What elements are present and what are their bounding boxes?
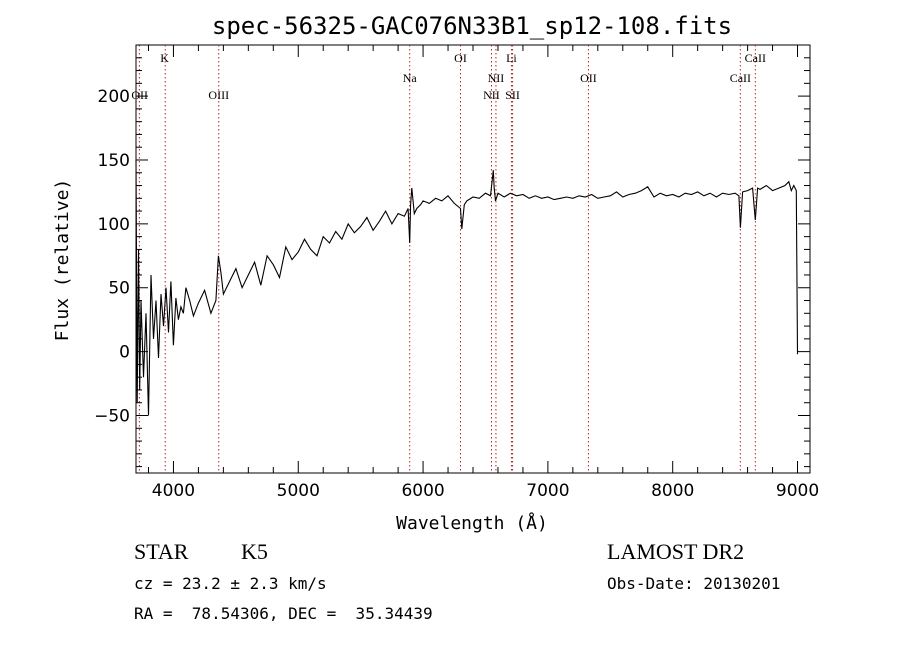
line-marker-label: OI <box>454 51 467 65</box>
x-tick-label: 4000 <box>152 481 195 501</box>
subclass: K5 <box>241 539 268 564</box>
coordinates: RA = 78.54306, DEC = 35.34439 <box>134 604 433 623</box>
chart-title: spec-56325-GAC076N33B1_sp12-108.fits <box>212 12 732 40</box>
y-tick-label: −50 <box>94 407 130 427</box>
line-marker-label: OIII <box>208 88 229 102</box>
x-tick-label: 8000 <box>651 481 694 501</box>
x-tick-label: 5000 <box>277 481 320 501</box>
x-axis-label: Wavelength (Å) <box>396 512 548 534</box>
y-axis-label: Flux (relative) <box>52 179 73 342</box>
y-tick-label: 100 <box>98 215 130 235</box>
line-marker-label: OII <box>580 71 597 85</box>
x-tick-label: 7000 <box>526 481 569 501</box>
line-marker-label: CaII <box>745 51 766 65</box>
line-marker-label: SII <box>505 88 520 102</box>
line-marker-label: CaII <box>730 71 751 85</box>
line-marker-label: OII <box>131 88 148 102</box>
spectrum-line <box>135 159 799 416</box>
observation-date: Obs-Date: 20130201 <box>607 574 781 593</box>
redshift-value: cz = 23.2 ± 2.3 km/s <box>134 574 327 593</box>
line-marker-label: Na <box>403 71 418 85</box>
x-tick-label: 6000 <box>401 481 444 501</box>
y-tick-label: 200 <box>98 87 130 107</box>
line-marker-label: Li <box>506 51 517 65</box>
line-marker-label: K <box>160 51 169 65</box>
y-tick-label: 50 <box>108 279 130 299</box>
y-tick-label: 150 <box>98 151 130 171</box>
line-marker-label: NII <box>483 88 500 102</box>
plot-frame <box>135 44 811 474</box>
x-tick-label: 9000 <box>776 481 819 501</box>
object-type: STAR <box>134 539 189 564</box>
y-tick-label: 0 <box>119 343 130 363</box>
line-marker-label: NII <box>488 71 505 85</box>
survey-name: LAMOST DR2 <box>607 539 745 564</box>
axes: 4000 5000 6000 7000 8000 9000 −50 0 50 100 150 200 <box>94 44 819 501</box>
